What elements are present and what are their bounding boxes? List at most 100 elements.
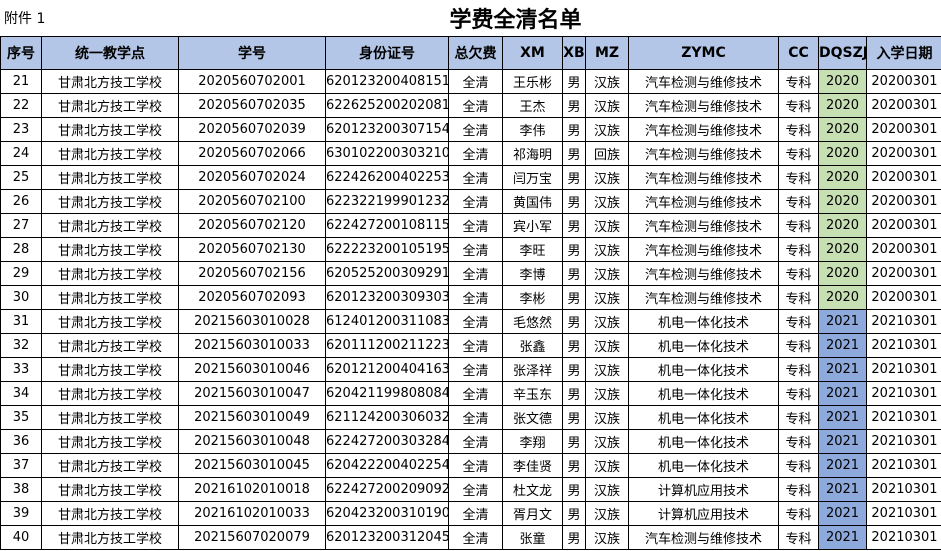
- cell-seq[interactable]: 39: [0, 501, 42, 526]
- cell-gender[interactable]: 男: [562, 189, 586, 214]
- cell-major[interactable]: 汽车检测与维修技术: [628, 93, 779, 118]
- cell-ethnicity[interactable]: 汉族: [585, 117, 629, 142]
- cell-fee-status[interactable]: 全清: [448, 405, 503, 430]
- cell-level[interactable]: 专科: [778, 141, 819, 166]
- cell-id-number[interactable]: 620123200408151315: [325, 69, 449, 94]
- cell-enroll-date[interactable]: 20200301: [866, 285, 941, 310]
- cell-name[interactable]: 李彬: [502, 285, 563, 310]
- cell-major[interactable]: 汽车检测与维修技术: [628, 189, 779, 214]
- cell-level[interactable]: 专科: [778, 165, 819, 190]
- cell-enroll-date[interactable]: 20200301: [866, 165, 941, 190]
- cell-ethnicity[interactable]: 汉族: [585, 69, 629, 94]
- cell-gender[interactable]: 男: [562, 309, 586, 334]
- cell-gender[interactable]: 男: [562, 357, 586, 382]
- cell-id-number[interactable]: 622427200108115770: [325, 213, 449, 238]
- cell-seq[interactable]: 32: [0, 333, 42, 358]
- cell-enroll-date[interactable]: 20200301: [866, 69, 941, 94]
- cell-major[interactable]: 机电一体化技术: [628, 333, 779, 358]
- cell-gender[interactable]: 男: [562, 117, 586, 142]
- cell-student-id[interactable]: 2020560702039: [178, 117, 326, 142]
- cell-id-number[interactable]: 620123200307154816: [325, 117, 449, 142]
- cell-teaching-site[interactable]: 甘肃北方技工学校: [41, 453, 179, 478]
- cell-student-id[interactable]: 20215607020079: [178, 525, 326, 550]
- cell-enroll-date[interactable]: 20210301: [866, 357, 941, 382]
- cell-teaching-site[interactable]: 甘肃北方技工学校: [41, 477, 179, 502]
- cell-major[interactable]: 机电一体化技术: [628, 357, 779, 382]
- cell-id-number[interactable]: 621124200306032152: [325, 405, 449, 430]
- cell-student-id[interactable]: 2020560702120: [178, 213, 326, 238]
- cell-grade-year[interactable]: 2021: [818, 381, 867, 406]
- cell-ethnicity[interactable]: 汉族: [585, 501, 629, 526]
- cell-major[interactable]: 汽车检测与维修技术: [628, 261, 779, 286]
- cell-teaching-site[interactable]: 甘肃北方技工学校: [41, 405, 179, 430]
- cell-student-id[interactable]: 20215603010049: [178, 405, 326, 430]
- cell-level[interactable]: 专科: [778, 477, 819, 502]
- cell-fee-status[interactable]: 全清: [448, 501, 503, 526]
- cell-grade-year[interactable]: 2020: [818, 69, 867, 94]
- cell-gender[interactable]: 男: [562, 501, 586, 526]
- cell-seq[interactable]: 33: [0, 357, 42, 382]
- cell-major[interactable]: 计算机应用技术: [628, 501, 779, 526]
- cell-grade-year[interactable]: 2020: [818, 93, 867, 118]
- cell-student-id[interactable]: 20215603010047: [178, 381, 326, 406]
- cell-ethnicity[interactable]: 汉族: [585, 213, 629, 238]
- cell-ethnicity[interactable]: 回族: [585, 141, 629, 166]
- cell-fee-status[interactable]: 全清: [448, 237, 503, 262]
- cell-teaching-site[interactable]: 甘肃北方技工学校: [41, 309, 179, 334]
- cell-student-id[interactable]: 20216102010018: [178, 477, 326, 502]
- cell-gender[interactable]: 男: [562, 405, 586, 430]
- cell-grade-year[interactable]: 2020: [818, 165, 867, 190]
- cell-student-id[interactable]: 20216102010033: [178, 501, 326, 526]
- cell-fee-status[interactable]: 全清: [448, 69, 503, 94]
- cell-id-number[interactable]: 620422200402254815: [325, 453, 449, 478]
- cell-grade-year[interactable]: 2020: [818, 285, 867, 310]
- cell-enroll-date[interactable]: 20200301: [866, 213, 941, 238]
- cell-id-number[interactable]: 612401200311083270: [325, 309, 449, 334]
- cell-major[interactable]: 汽车检测与维修技术: [628, 165, 779, 190]
- cell-seq[interactable]: 21: [0, 69, 42, 94]
- cell-name[interactable]: 张泽祥: [502, 357, 563, 382]
- cell-teaching-site[interactable]: 甘肃北方技工学校: [41, 69, 179, 94]
- cell-teaching-site[interactable]: 甘肃北方技工学校: [41, 261, 179, 286]
- cell-teaching-site[interactable]: 甘肃北方技工学校: [41, 501, 179, 526]
- cell-ethnicity[interactable]: 汉族: [585, 429, 629, 454]
- cell-enroll-date[interactable]: 20200301: [866, 141, 941, 166]
- cell-ethnicity[interactable]: 汉族: [585, 525, 629, 550]
- cell-seq[interactable]: 24: [0, 141, 42, 166]
- cell-ethnicity[interactable]: 汉族: [585, 189, 629, 214]
- cell-teaching-site[interactable]: 甘肃北方技工学校: [41, 165, 179, 190]
- cell-name[interactable]: 张童: [502, 525, 563, 550]
- cell-major[interactable]: 汽车检测与维修技术: [628, 285, 779, 310]
- cell-enroll-date[interactable]: 20210301: [866, 525, 941, 550]
- cell-major[interactable]: 汽车检测与维修技术: [628, 213, 779, 238]
- cell-level[interactable]: 专科: [778, 285, 819, 310]
- cell-teaching-site[interactable]: 甘肃北方技工学校: [41, 117, 179, 142]
- cell-teaching-site[interactable]: 甘肃北方技工学校: [41, 189, 179, 214]
- cell-enroll-date[interactable]: 20210301: [866, 309, 941, 334]
- cell-seq[interactable]: 38: [0, 477, 42, 502]
- cell-seq[interactable]: 23: [0, 117, 42, 142]
- cell-ethnicity[interactable]: 汉族: [585, 93, 629, 118]
- cell-fee-status[interactable]: 全清: [448, 189, 503, 214]
- cell-teaching-site[interactable]: 甘肃北方技工学校: [41, 429, 179, 454]
- cell-id-number[interactable]: 620121200404163818: [325, 357, 449, 382]
- cell-gender[interactable]: 男: [562, 525, 586, 550]
- cell-name[interactable]: 黄国伟: [502, 189, 563, 214]
- cell-teaching-site[interactable]: 甘肃北方技工学校: [41, 93, 179, 118]
- cell-ethnicity[interactable]: 汉族: [585, 477, 629, 502]
- cell-level[interactable]: 专科: [778, 237, 819, 262]
- cell-fee-status[interactable]: 全清: [448, 213, 503, 238]
- cell-id-number[interactable]: 62242720030328449X: [325, 429, 449, 454]
- cell-gender[interactable]: 男: [562, 165, 586, 190]
- cell-id-number[interactable]: 622625200202081210: [325, 93, 449, 118]
- cell-enroll-date[interactable]: 20200301: [866, 93, 941, 118]
- cell-seq[interactable]: 37: [0, 453, 42, 478]
- cell-student-id[interactable]: 2020560702066: [178, 141, 326, 166]
- cell-grade-year[interactable]: 2021: [818, 405, 867, 430]
- cell-student-id[interactable]: 2020560702093: [178, 285, 326, 310]
- cell-name[interactable]: 胥月文: [502, 501, 563, 526]
- cell-student-id[interactable]: 20215603010046: [178, 357, 326, 382]
- cell-fee-status[interactable]: 全清: [448, 285, 503, 310]
- cell-ethnicity[interactable]: 汉族: [585, 405, 629, 430]
- cell-student-id[interactable]: 2020560702035: [178, 93, 326, 118]
